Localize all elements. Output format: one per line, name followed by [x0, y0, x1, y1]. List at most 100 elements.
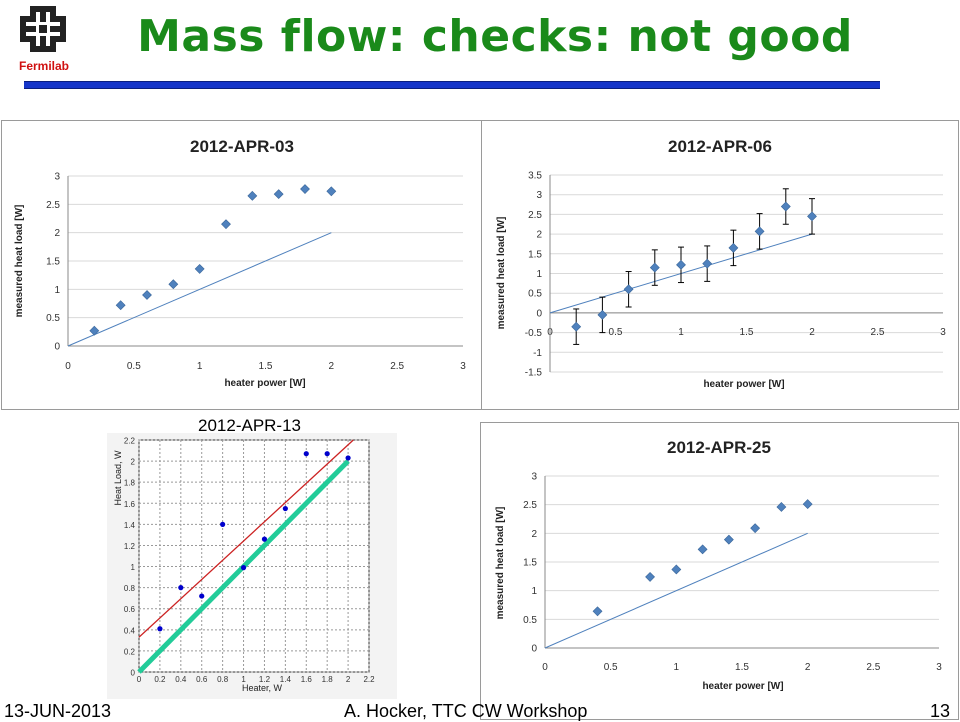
- y-tick-label: 0.4: [124, 626, 136, 635]
- data-point: [645, 571, 655, 582]
- data-point: [671, 564, 682, 575]
- x-tick-label: 1.6: [301, 675, 313, 684]
- y-tick-label: 2: [131, 458, 136, 467]
- x-tick-label: 1.5: [735, 662, 749, 673]
- y-tick-label: 1.8: [124, 479, 136, 488]
- data-point: [807, 211, 817, 222]
- footer-page-number: 13: [930, 701, 951, 721]
- y-tick-label: 1.6: [124, 500, 136, 509]
- y-axis-label: Heat Load, W: [113, 450, 123, 506]
- y-tick-label: 1: [536, 269, 542, 280]
- y-tick-label: -1.5: [525, 368, 543, 379]
- data-point: [697, 544, 708, 555]
- x-tick-label: 1.2: [259, 675, 271, 684]
- data-point: [168, 279, 179, 290]
- y-tick-label: -1: [533, 348, 542, 359]
- y-tick-label: 2.2: [124, 437, 136, 446]
- y-tick-label: 3: [536, 190, 542, 201]
- data-point: [273, 189, 284, 200]
- x-tick-label: 1.8: [322, 675, 334, 684]
- y-tick-label: 0: [531, 644, 537, 655]
- chart-panel-apr25: 0 0.5 1 1.5 2 2.5 3 0 0.5 1 1.5 2 2.5 3 2012-APR-25 hea…: [480, 422, 959, 720]
- x-tick-label: 2: [809, 327, 815, 338]
- y-tick-label: 0: [131, 669, 136, 678]
- data-point: [723, 534, 734, 545]
- y-axis-label: measured heat load [W]: [496, 217, 507, 330]
- x-tick-label: 1.4: [280, 675, 292, 684]
- x-tick-label: 0.4: [175, 675, 187, 684]
- y-tick-label: 2: [531, 529, 537, 540]
- x-axis-label: heater power [W]: [703, 379, 784, 390]
- data-point: [702, 258, 713, 269]
- x-tick-label: 0: [542, 662, 548, 673]
- data-point: [780, 201, 791, 212]
- x-tick-label: 2.5: [871, 327, 885, 338]
- data-point: [282, 505, 288, 512]
- chart-apr03: 0 0.5 1 1.5 2 2.5 3 0 0.5 1 1.5 2 2.5 3 2012-APR-03 hea…: [14, 137, 466, 389]
- data-point: [326, 186, 337, 197]
- x-tick-label: 1.5: [740, 327, 754, 338]
- x-tick-label: 2: [346, 675, 351, 684]
- data-point: [649, 262, 660, 273]
- data-point: [300, 184, 310, 194]
- y-axis-label: measured heat load [W]: [495, 507, 506, 620]
- data-point: [221, 219, 231, 230]
- fermilab-logo-icon: Fermilab: [19, 6, 69, 73]
- x-tick-label: 0.5: [609, 327, 623, 338]
- chart-apr13: 0 0.2 0.4 0.6 0.8 1 1.2 1.4 1.6 1.8 2 2.2 0 0.2 0.4 0.6…: [113, 437, 375, 694]
- y-tick-label: 0.5: [528, 289, 542, 300]
- y-tick-label: 0: [54, 342, 60, 353]
- logo-text: Fermilab: [19, 59, 69, 73]
- y-tick-label: 1: [531, 586, 537, 597]
- y-tick-label: 1: [54, 285, 60, 296]
- data-point: [199, 593, 205, 599]
- x-tick-label: 0.8: [217, 675, 229, 684]
- data-point: [728, 242, 739, 253]
- data-point: [345, 455, 351, 461]
- data-point: [142, 290, 152, 300]
- y-tick-label: 2: [54, 228, 60, 239]
- chart-panel-apr06: -1.5-1-0.500.511.522.533.500.511.522.532…: [481, 120, 959, 410]
- x-tick-label: 2: [329, 361, 335, 372]
- data-point: [754, 226, 765, 237]
- data-point: [261, 536, 268, 542]
- data-point: [571, 321, 582, 332]
- y-tick-label: 1.5: [528, 249, 542, 260]
- y-tick-label: 1: [131, 563, 136, 572]
- y-tick-label: 0.5: [523, 615, 537, 626]
- x-tick-label: 3: [936, 662, 942, 673]
- data-point: [623, 284, 634, 295]
- y-tick-label: 1.5: [46, 257, 60, 268]
- reference-line: [67, 232, 332, 347]
- y-tick-label: 2: [536, 230, 542, 241]
- x-tick-label: 0: [137, 675, 142, 684]
- title-divider: [24, 81, 880, 89]
- slide-title: Mass flow: checks: not good: [137, 11, 853, 62]
- data-point: [592, 606, 603, 617]
- x-axis-label: heater power [W]: [702, 681, 783, 692]
- y-tick-label: 0.2: [124, 647, 136, 656]
- x-tick-label: 1: [678, 327, 684, 338]
- data-point: [676, 259, 686, 270]
- x-axis-label: Heater, W: [242, 683, 283, 693]
- x-tick-label: 3: [460, 361, 466, 372]
- data-point: [247, 190, 258, 201]
- x-tick-label: 0.5: [127, 361, 141, 372]
- footer-author: A. Hocker, TTC CW Workshop: [344, 701, 588, 721]
- data-point: [178, 585, 184, 591]
- x-tick-label: 1: [674, 662, 680, 673]
- x-tick-label: 0: [65, 361, 71, 372]
- y-tick-label: 3.5: [528, 171, 542, 182]
- data-point: [89, 325, 100, 336]
- data-point: [194, 264, 205, 274]
- x-tick-label: 1: [241, 675, 246, 684]
- x-tick-label: 2: [805, 662, 811, 673]
- y-tick-label: 0.8: [124, 584, 136, 593]
- y-tick-label: 3: [54, 172, 60, 183]
- x-tick-label: 0.6: [196, 675, 208, 684]
- chart-panel-apr03: 0 0.5 1 1.5 2 2.5 3 0 0.5 1 1.5 2 2.5 3 2012-APR-03 hea…: [1, 120, 483, 410]
- data-point: [115, 300, 126, 311]
- y-tick-label: 2.5: [523, 500, 537, 511]
- x-axis-label: heater power [W]: [224, 378, 305, 389]
- footer-date: 13-JUN-2013: [4, 701, 112, 721]
